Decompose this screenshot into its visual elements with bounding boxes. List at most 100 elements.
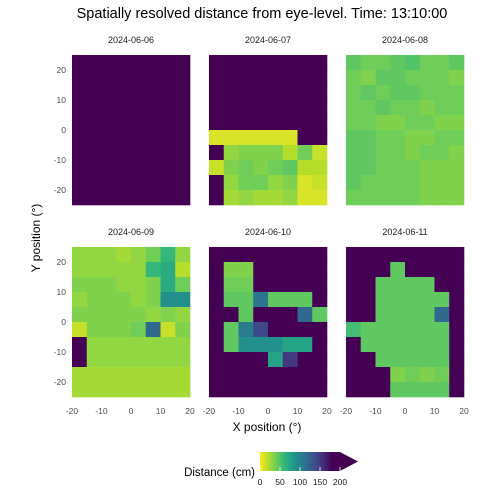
heatmap-cell: [72, 307, 88, 323]
heatmap-cell: [209, 130, 225, 146]
heatmap-cell: [145, 307, 161, 323]
heatmap-cell: [419, 367, 435, 383]
heatmap-cell: [160, 382, 176, 398]
heatmap-cell: [131, 307, 147, 323]
colorbar-gradient: [260, 452, 340, 471]
heatmap-cell: [434, 367, 450, 383]
heatmap-cell: [419, 85, 435, 101]
heatmap-cell: [419, 100, 435, 116]
heatmap-cell: [297, 277, 313, 293]
heatmap-cell: [434, 352, 450, 368]
heatmap-cell: [175, 160, 191, 176]
heatmap-cell: [101, 307, 117, 323]
heatmap-cell: [282, 337, 298, 353]
heatmap-cell: [375, 145, 391, 161]
heatmap-cell: [346, 145, 362, 161]
heatmap-cell: [116, 247, 132, 263]
heatmap-cell: [72, 115, 88, 131]
heatmap-cell: [175, 85, 191, 101]
heatmap-cell: [175, 262, 191, 278]
y-tick-label: 10: [57, 95, 67, 105]
heatmap-cell: [160, 262, 176, 278]
heatmap-cell: [223, 277, 239, 293]
x-tick-label: -20: [203, 406, 216, 416]
heatmap-cell: [145, 145, 161, 161]
x-tick-label: 20: [322, 406, 332, 416]
heatmap-cell: [312, 262, 328, 278]
heatmap-cell: [209, 367, 225, 383]
heatmap-cell: [72, 130, 88, 146]
heatmap-cell: [145, 100, 161, 116]
heatmap-cell: [131, 160, 147, 176]
heatmap-cell: [360, 175, 376, 191]
heatmap-cell: [223, 367, 239, 383]
heatmap-cell: [253, 70, 269, 86]
heatmap-cell: [282, 307, 298, 323]
chart-title: Spatially resolved distance from eye-lev…: [77, 6, 448, 22]
heatmap-cell: [390, 190, 406, 206]
heatmap-cell: [175, 190, 191, 206]
heatmap-cell: [253, 115, 269, 131]
heatmap-cell: [238, 85, 254, 101]
heatmap-cell: [253, 160, 269, 176]
heatmap-cell: [312, 175, 328, 191]
heatmap-cell: [253, 130, 269, 146]
heatmap-cell: [145, 247, 161, 263]
heatmap-cell: [101, 337, 117, 353]
heatmap-cell: [434, 55, 450, 71]
heatmap-cell: [390, 160, 406, 176]
heatmap-cell: [209, 322, 225, 338]
heatmap-cell: [160, 337, 176, 353]
heatmap-cell: [282, 145, 298, 161]
heatmap-cell: [434, 70, 450, 86]
heatmap-cell: [449, 382, 465, 398]
heatmap-cell: [405, 367, 421, 383]
heatmap-cell: [346, 100, 362, 116]
facet-label: 2024-06-09: [108, 227, 154, 237]
x-tick-label: 20: [185, 406, 195, 416]
heatmap-cell: [72, 100, 88, 116]
heatmap-cell: [86, 307, 102, 323]
heatmap-cell: [346, 190, 362, 206]
heatmap-cell: [268, 277, 284, 293]
x-tick-label: 0: [403, 406, 408, 416]
heatmap-cell: [238, 190, 254, 206]
heatmap-cell: [160, 352, 176, 368]
heatmap-cell: [405, 145, 421, 161]
heatmap-cell: [419, 55, 435, 71]
heatmap-cell: [390, 85, 406, 101]
heatmap-cell: [160, 145, 176, 161]
heatmap-cell: [101, 175, 117, 191]
heatmap-cell: [145, 277, 161, 293]
heatmap-cell: [223, 382, 239, 398]
colorbar-extend-arrow: [340, 452, 358, 471]
heatmap-cell: [101, 262, 117, 278]
heatmap-cell: [131, 352, 147, 368]
heatmap-cell: [175, 337, 191, 353]
heatmap-cell: [405, 262, 421, 278]
heatmap-cell: [312, 160, 328, 176]
heatmap-cell: [297, 247, 313, 263]
heatmap-cell: [405, 130, 421, 146]
heatmap-cell: [86, 292, 102, 308]
heatmap-cell: [360, 262, 376, 278]
heatmap-cell: [297, 262, 313, 278]
heatmap-cell: [390, 352, 406, 368]
heatmap-cell: [145, 85, 161, 101]
heatmap-cell: [175, 70, 191, 86]
heatmap-cell: [434, 277, 450, 293]
heatmap-cell: [375, 100, 391, 116]
heatmap-cell: [160, 307, 176, 323]
heatmap-cell: [175, 145, 191, 161]
heatmap-cell: [238, 307, 254, 323]
heatmap-cell: [253, 262, 269, 278]
heatmap-cell: [419, 115, 435, 131]
heatmap-cell: [86, 337, 102, 353]
heatmap-cell: [375, 262, 391, 278]
facet-label: 2024-06-08: [382, 35, 428, 45]
heatmap-cell: [116, 85, 132, 101]
heatmap-cell: [297, 307, 313, 323]
x-tick-label: -20: [340, 406, 353, 416]
heatmap-cell: [86, 367, 102, 383]
